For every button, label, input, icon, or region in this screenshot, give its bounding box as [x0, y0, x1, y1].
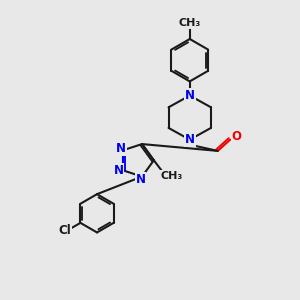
Text: N: N	[185, 89, 195, 102]
Text: O: O	[232, 130, 242, 143]
Text: N: N	[113, 164, 124, 177]
Text: N: N	[116, 142, 126, 155]
Text: N: N	[185, 133, 195, 146]
Text: CH₃: CH₃	[178, 18, 201, 28]
Text: Cl: Cl	[58, 224, 71, 237]
Text: CH₃: CH₃	[160, 171, 183, 181]
Text: N: N	[136, 173, 146, 186]
